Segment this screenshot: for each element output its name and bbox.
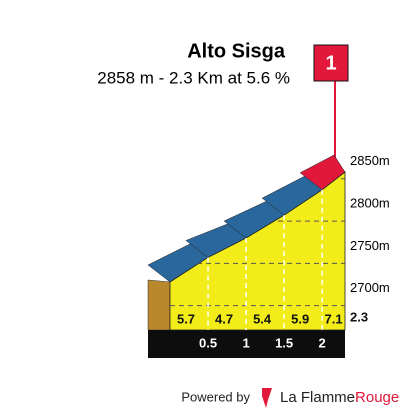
- flag: [313, 44, 349, 82]
- flag-label: 1: [325, 52, 336, 74]
- brand: La FlammeRouge: [280, 389, 399, 406]
- y-tick-label: 2850m: [350, 153, 390, 168]
- x-tick-label: 1.5: [275, 335, 293, 350]
- base-strip: [148, 330, 345, 358]
- gradient-label: 5.9: [291, 311, 309, 326]
- gradient-label: 7.1: [325, 311, 343, 326]
- y-tick-label: 2700m: [350, 280, 390, 295]
- brand-a: La Flamme: [280, 389, 355, 406]
- side-face: [147, 279, 171, 331]
- gradient-label: 5.7: [177, 311, 195, 326]
- x-tick-label: 2: [319, 335, 326, 350]
- x-tick-label: 2.3: [350, 309, 368, 324]
- y-tick-label: 2800m: [350, 196, 390, 211]
- plot: 2700m 2750m 2800m 2850m 5.7 0.5 4.7 1 5.41.5 5.9 2…: [147, 153, 390, 358]
- gradient-label: 4.7: [215, 311, 233, 326]
- gradient-label: 5.4: [253, 311, 272, 326]
- brand-b: Rouge: [355, 389, 399, 406]
- x-tick-label: 0.5: [199, 335, 217, 350]
- powered-by: Powered by: [181, 389, 250, 404]
- chart-title: Alto Sisga: [187, 40, 286, 62]
- chart-subtitle: 2858 m - 2.3 Km at 5.6 %: [97, 68, 290, 87]
- logo: [262, 388, 272, 408]
- y-tick-label: 2750m: [350, 238, 390, 253]
- x-tick-label: 1: [242, 335, 249, 350]
